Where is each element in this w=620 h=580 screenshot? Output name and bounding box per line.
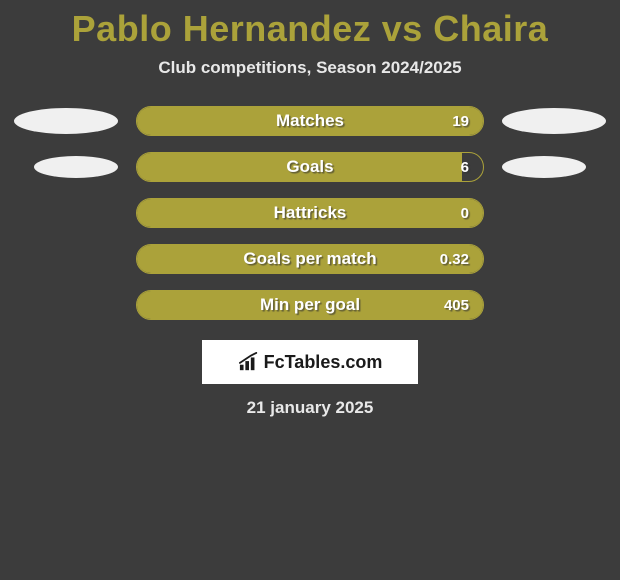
stat-row: Min per goal405 [0,290,620,320]
stat-value: 405 [444,291,469,319]
date-text: 21 january 2025 [0,398,620,418]
player-right-indicator [502,108,606,134]
stat-value: 6 [461,153,469,181]
stat-bar: Hattricks0 [136,198,484,228]
stat-bar: Min per goal405 [136,290,484,320]
comparison-infographic: Pablo Hernandez vs Chaira Club competiti… [0,0,620,418]
brand-box: FcTables.com [202,340,418,384]
stat-bar: Goals6 [136,152,484,182]
player-left-indicator [14,108,118,134]
stat-label: Goals [137,153,483,181]
stat-row: Matches19 [0,106,620,136]
bar-chart-icon [238,352,260,372]
stat-row: Goals per match0.32 [0,244,620,274]
stat-row: Hattricks0 [0,198,620,228]
stat-label: Min per goal [137,291,483,319]
subtitle: Club competitions, Season 2024/2025 [0,58,620,78]
brand-text: FcTables.com [264,352,383,373]
stat-rows: Matches19 Goals6 Hattricks0 Goals per match… [0,106,620,320]
player-right-indicator [502,156,586,178]
stat-label: Hattricks [137,199,483,227]
stat-value: 0 [461,199,469,227]
player-left-indicator [34,156,118,178]
stat-bar: Goals per match0.32 [136,244,484,274]
page-title: Pablo Hernandez vs Chaira [0,8,620,50]
stat-value: 0.32 [440,245,469,273]
stat-bar: Matches19 [136,106,484,136]
stat-label: Matches [137,107,483,135]
stat-label: Goals per match [137,245,483,273]
stat-value: 19 [452,107,469,135]
stat-row: Goals6 [0,152,620,182]
